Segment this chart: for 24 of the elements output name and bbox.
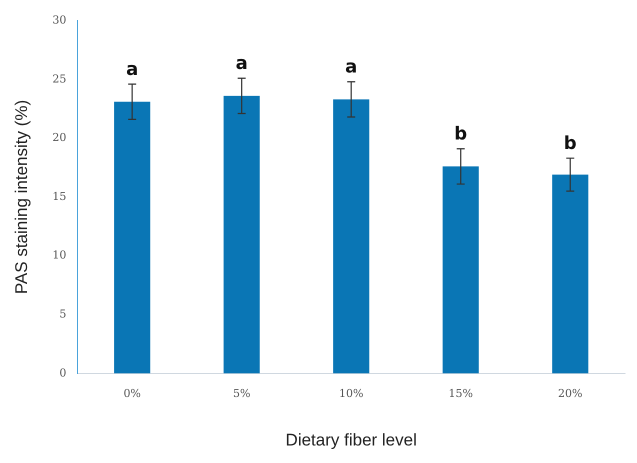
annotation: b [454, 123, 468, 144]
bar [114, 102, 150, 374]
x-tick-label: 15% [448, 386, 473, 400]
annotation: a [236, 52, 248, 74]
annotation: a [345, 56, 358, 78]
y-tick-label: 0 [59, 366, 66, 380]
x-axis-title: Dietary fiber level [286, 430, 417, 450]
bar [333, 99, 370, 374]
y-tick-label: 5 [59, 307, 66, 320]
bar [552, 174, 588, 374]
annotation: b [564, 132, 577, 154]
x-tick-label: 0% [123, 386, 141, 400]
bar [442, 166, 479, 374]
y-tick-label: 15 [52, 190, 66, 203]
x-tick-label: 20% [558, 386, 582, 400]
y-tick-label: 30 [52, 13, 66, 26]
annotation: a [126, 58, 138, 80]
y-axis-title: PAS staining intensity (%) [12, 100, 31, 294]
y-tick-label: 20 [52, 131, 66, 144]
x-tick-label: 10% [338, 386, 364, 400]
y-tick-label: 25 [52, 72, 66, 86]
x-tick-label: 5% [232, 386, 250, 400]
y-tick-label: 10 [52, 248, 66, 262]
bar [224, 96, 260, 374]
